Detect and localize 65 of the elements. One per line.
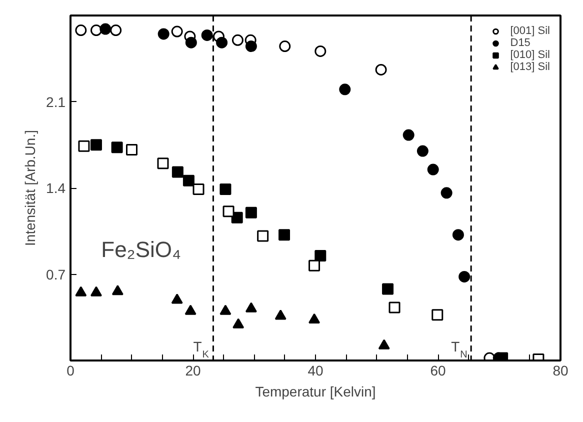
point [339, 84, 351, 96]
point [220, 304, 232, 315]
point [78, 140, 90, 152]
point [440, 187, 452, 199]
point [112, 284, 124, 296]
point [375, 64, 387, 76]
x-axis-title: Temperatur [Kelvin] [255, 384, 376, 400]
point [171, 294, 183, 304]
legend-label: [013] Sil [510, 61, 550, 73]
y-tick-label: 1.4 [46, 180, 66, 196]
point [257, 230, 269, 242]
point [308, 313, 320, 324]
point [216, 36, 228, 48]
point [222, 206, 234, 218]
point [75, 286, 87, 296]
point [185, 36, 197, 48]
point [111, 142, 123, 154]
point [110, 24, 122, 36]
x-tick-label: 60 [430, 362, 446, 378]
point [314, 45, 326, 57]
point [314, 250, 326, 262]
point [402, 129, 414, 141]
point [278, 229, 290, 241]
point [245, 302, 257, 312]
point [172, 166, 184, 178]
point [245, 206, 257, 218]
point [279, 40, 291, 52]
annotation: Fe₂SiO₄ [101, 236, 182, 262]
point [232, 34, 244, 46]
point [201, 29, 213, 41]
point [184, 304, 196, 315]
point [220, 183, 232, 195]
legend-label: [001] Sil [510, 25, 550, 37]
point [458, 270, 470, 282]
point [378, 339, 390, 350]
legend-label: D15 [510, 37, 530, 49]
point [427, 164, 439, 176]
point [157, 158, 169, 170]
point [100, 23, 112, 35]
point [75, 24, 87, 36]
point [158, 28, 170, 40]
x-tick-label: 80 [552, 362, 568, 378]
point [382, 283, 394, 295]
x-tick-label: 40 [308, 362, 324, 378]
point [90, 286, 102, 296]
x-tick-label: 0 [66, 362, 75, 378]
y-axis-title: Intensität [Arb.Un.] [22, 130, 38, 246]
point [452, 229, 464, 241]
point [192, 183, 204, 195]
y-tick-label: 2.1 [46, 94, 66, 110]
point [182, 174, 194, 186]
point [126, 144, 138, 156]
point [388, 302, 400, 314]
point [90, 24, 102, 36]
point [274, 310, 286, 320]
point [232, 318, 244, 328]
y-tick-label: 0.7 [46, 266, 66, 282]
x-tick-label: 20 [185, 362, 201, 378]
point [171, 26, 183, 38]
point [416, 145, 428, 157]
point [308, 260, 320, 272]
legend-label: [010] Sil [510, 49, 550, 61]
point [90, 139, 102, 151]
point [245, 40, 257, 52]
point [432, 309, 444, 321]
